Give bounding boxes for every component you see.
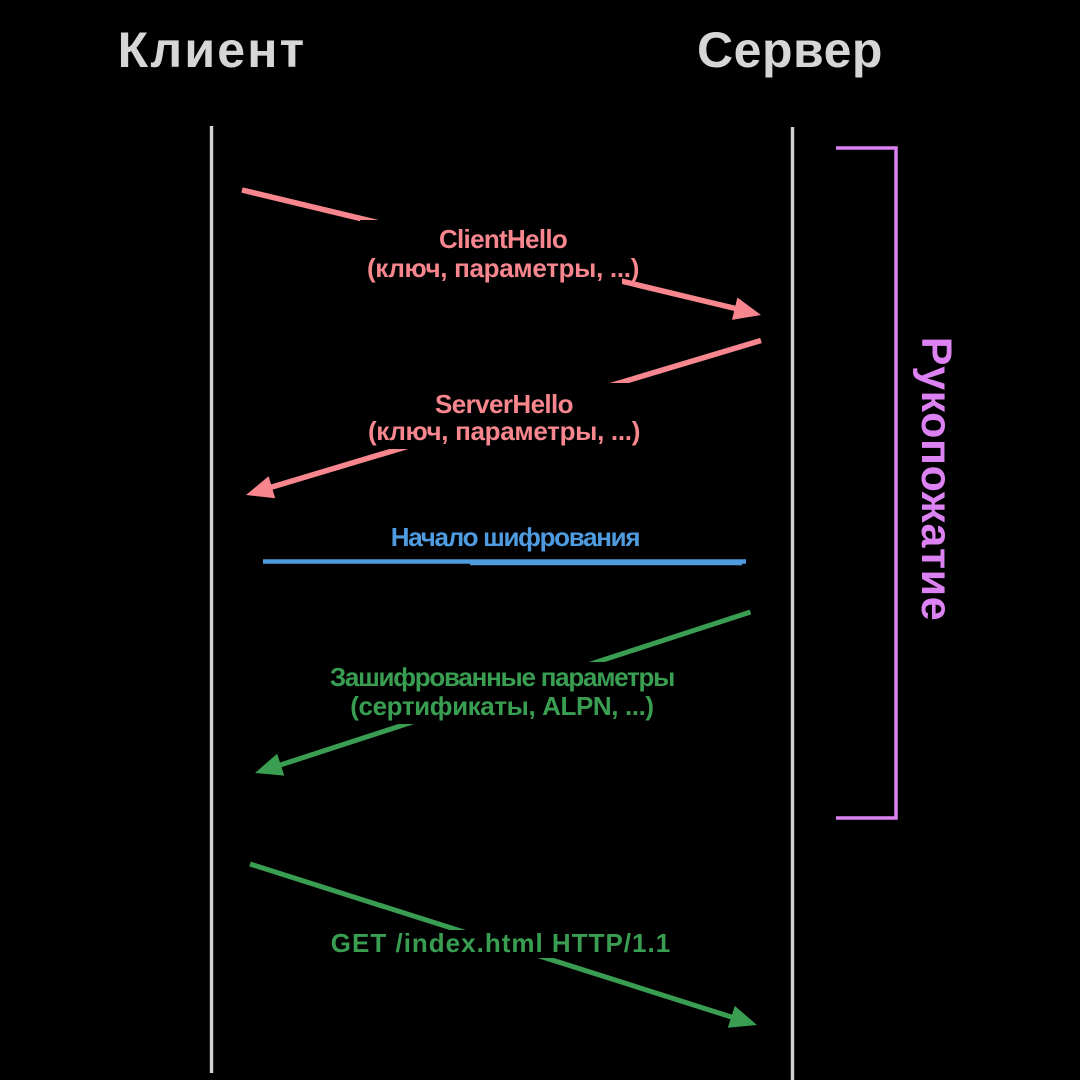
svg-text:(ключ, параметры, ...): (ключ, параметры, ...) [368, 416, 640, 446]
svg-text:ClientHello: ClientHello [439, 224, 567, 254]
svg-text:(сертификаты, ALPN, ...): (сертификаты, ALPN, ...) [350, 691, 653, 721]
svg-text:Клиент: Клиент [118, 22, 307, 78]
svg-text:Зашифрованные параметры: Зашифрованные параметры [330, 662, 674, 692]
svg-text:GET /index.html HTTP/1.1: GET /index.html HTTP/1.1 [331, 928, 671, 958]
svg-text:Рукопожатие: Рукопожатие [912, 337, 960, 621]
svg-text:Сервер: Сервер [697, 22, 883, 78]
svg-text:(ключ, параметры, ...): (ключ, параметры, ...) [367, 253, 639, 283]
svg-text:ServerHello: ServerHello [435, 389, 573, 419]
svg-text:Начало шифрования: Начало шифрования [391, 522, 640, 552]
